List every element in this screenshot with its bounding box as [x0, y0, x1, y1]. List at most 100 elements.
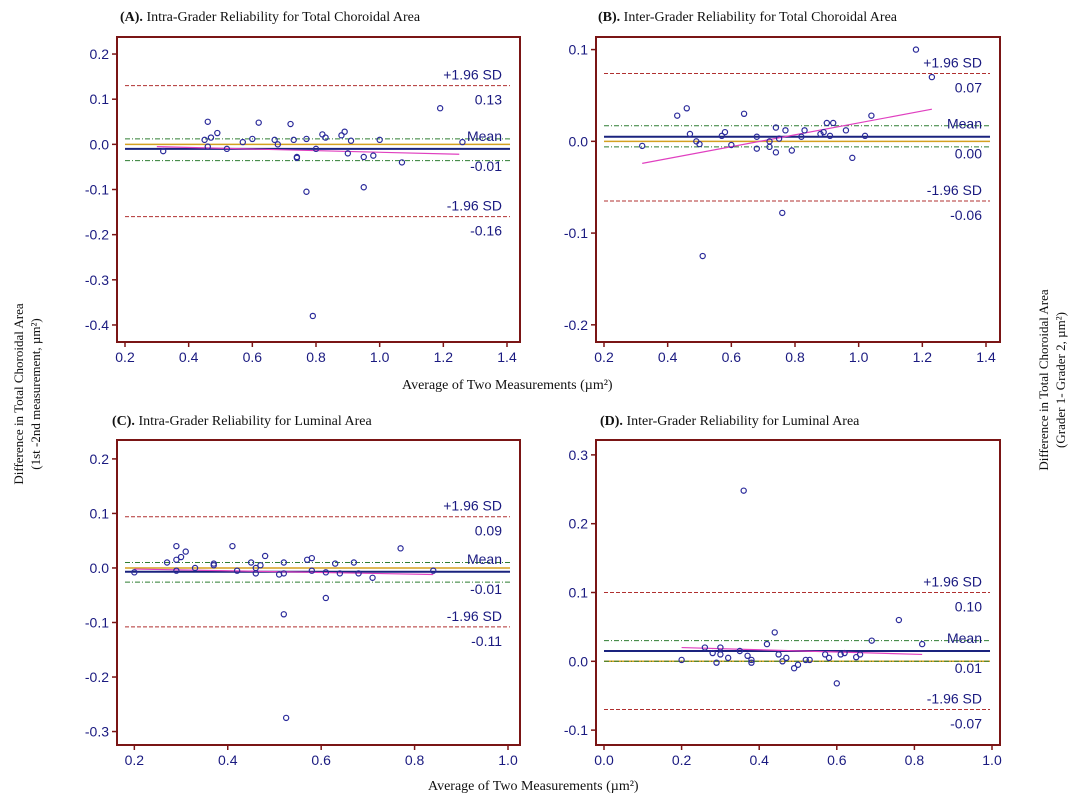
- panel-c-title: (C). Intra-Grader Reliability for Lumina…: [112, 414, 372, 430]
- panel-d-data-point: [794, 661, 802, 668]
- panel-d-y-tick-label: 0.1: [569, 585, 589, 601]
- panel-d-label: (D).: [600, 414, 623, 429]
- panel-b-data-point: [718, 132, 725, 140]
- panel-b-data-point: [868, 112, 875, 119]
- panel-c-y-tick-label: 0.2: [90, 451, 110, 467]
- panel-a-data-point: [303, 188, 310, 195]
- x-axis-caption-bottom: Average of Two Measurements (µm²): [428, 779, 639, 794]
- panel-b-data-point: [753, 133, 761, 140]
- panel-b-data-point: [721, 128, 729, 136]
- panel-b-x-tick-label: 0.6: [722, 349, 742, 365]
- panel-d-lower-loa-label: -1.96 SD: [927, 690, 982, 706]
- panel-d-data-point: [717, 651, 724, 658]
- panel-c-title-text: Intra-Grader Reliability for Luminal Are…: [138, 414, 372, 429]
- panel-a-data-point: [338, 132, 345, 139]
- panel-a-x-tick-label: 1.2: [434, 349, 454, 365]
- panel-d-data-point: [837, 651, 844, 658]
- panel-d-data-point: [701, 644, 709, 651]
- panel-b-x-tick-label: 1.4: [976, 349, 996, 365]
- panel-a-data-point: [360, 184, 367, 191]
- panel-a-data-point: [201, 136, 208, 144]
- panel-a-regression-line: [156, 146, 460, 155]
- panel-a-y-tick-label: -0.2: [85, 227, 109, 243]
- panel-a-data-point: [204, 118, 211, 125]
- panel-a-data-point: [312, 145, 320, 153]
- panel-d-data-point: [709, 649, 716, 657]
- panel-d-data-point: [895, 616, 903, 624]
- panel-d-mean-value: 0.01: [955, 660, 982, 676]
- panel-b-data-point: [753, 145, 761, 152]
- panel-b-data-point: [686, 130, 694, 138]
- panel-c-x-tick-label: 0.2: [125, 752, 145, 768]
- panel-a-data-point: [293, 153, 301, 161]
- panel-c-data-point: [131, 569, 138, 576]
- panel-d-x-tick-label: 0.2: [672, 752, 692, 768]
- panel-c-data-point: [247, 559, 255, 566]
- panel-c-data-point: [257, 562, 264, 569]
- panel-c-data-point: [252, 570, 259, 577]
- panel-b-data-point: [674, 112, 681, 119]
- panel-c-lower-loa-value: -0.11: [471, 633, 502, 649]
- panel-a-data-point: [287, 120, 294, 128]
- panel-c-x-tick-label: 0.4: [218, 752, 238, 768]
- panel-b-mean-value: 0.00: [955, 146, 982, 162]
- panel-a-data-point: [204, 143, 211, 150]
- panel-a-data-point: [370, 152, 377, 159]
- panel-c-data-point: [331, 560, 339, 567]
- panel-d-title-text: Inter-Grader Reliability for Luminal Are…: [626, 414, 860, 429]
- panel-c-data-point: [336, 570, 344, 577]
- panel-b-data-point: [772, 124, 780, 131]
- panel-b-upper-loa-label: +1.96 SD: [923, 54, 982, 70]
- panel-a-data-point: [436, 105, 444, 112]
- panel-b-data-point: [775, 135, 783, 142]
- panel-b-x-tick-label: 0.2: [594, 349, 614, 365]
- panel-d-data-point: [713, 659, 720, 666]
- x-axis-caption-top: Average of Two Measurements (µm²): [402, 378, 613, 393]
- panel-c-lower-loa-label: -1.96 SD: [447, 608, 502, 624]
- panel-d-y-tick-label: -0.1: [564, 722, 588, 738]
- panel-b-data-point: [782, 127, 789, 134]
- panel-c-mean-value: -0.01: [470, 581, 502, 597]
- panel-d-upper-loa-label: +1.96 SD: [923, 574, 982, 590]
- panel-a-data-point: [347, 137, 355, 144]
- panel-a-data-point: [207, 134, 215, 141]
- panel-b-data-point: [823, 119, 831, 127]
- panel-b-data-point: [699, 252, 706, 260]
- panel-a-data-point: [376, 136, 383, 144]
- panel-d-y-tick-label: 0.3: [569, 447, 589, 463]
- panel-d-data-point: [771, 629, 778, 636]
- panel-c-y-tick-label: -0.3: [85, 724, 109, 740]
- panel-a-mean-label: Mean: [467, 128, 502, 144]
- panel-a-data-point: [344, 150, 352, 157]
- panel-b-data-point: [740, 110, 748, 118]
- panel-a-x-tick-label: 0.4: [179, 349, 199, 365]
- panel-c-data-point: [182, 548, 189, 555]
- panel-b-y-tick-label: -0.2: [564, 317, 588, 333]
- panel-a-y-tick-label: -0.4: [85, 317, 109, 333]
- panel-a-y-tick-label: 0.0: [90, 136, 110, 152]
- panel-d-data-point: [790, 664, 798, 672]
- panel-b-data-point: [772, 149, 780, 156]
- panel-a-data-point: [255, 119, 262, 126]
- panel-b-data-point: [728, 141, 735, 149]
- panel-b-data-point: [788, 147, 796, 154]
- panel-c-data-point: [229, 542, 236, 550]
- panel-b-data-point: [798, 133, 805, 140]
- panel-a-data-point: [239, 138, 246, 146]
- panel-c-mean-label: Mean: [467, 551, 502, 567]
- panel-b-data-point: [639, 142, 646, 150]
- panel-c-data-point: [280, 570, 288, 577]
- panel-d-data-point: [748, 659, 755, 666]
- panel-d-data-point: [802, 656, 809, 664]
- panel-a-upper-loa-label: +1.96 SD: [443, 67, 502, 83]
- panel-a-data-point: [303, 135, 310, 143]
- panel-b-y-tick-label: 0.0: [569, 133, 589, 149]
- panel-d-data-point: [763, 640, 771, 648]
- panel-d-data-point: [821, 651, 829, 658]
- panel-a-x-tick-label: 0.8: [306, 349, 326, 365]
- panel-b-x-tick-label: 1.2: [913, 349, 933, 365]
- panel-d-data-point: [806, 656, 813, 664]
- panel-c-upper-loa-label: +1.96 SD: [443, 498, 502, 514]
- panel-b-frame: [595, 36, 1001, 343]
- panel-d-data-point: [841, 649, 848, 657]
